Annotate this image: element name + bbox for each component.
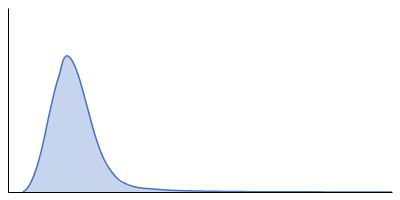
chart bbox=[0, 0, 400, 200]
axis-line bbox=[8, 9, 9, 193]
axis-line bbox=[9, 192, 393, 193]
area-fill bbox=[23, 56, 392, 192]
marks bbox=[23, 56, 392, 192]
area-line bbox=[23, 56, 392, 192]
x-axis bbox=[9, 192, 393, 193]
y-axis bbox=[8, 9, 9, 193]
plot bbox=[9, 9, 393, 193]
